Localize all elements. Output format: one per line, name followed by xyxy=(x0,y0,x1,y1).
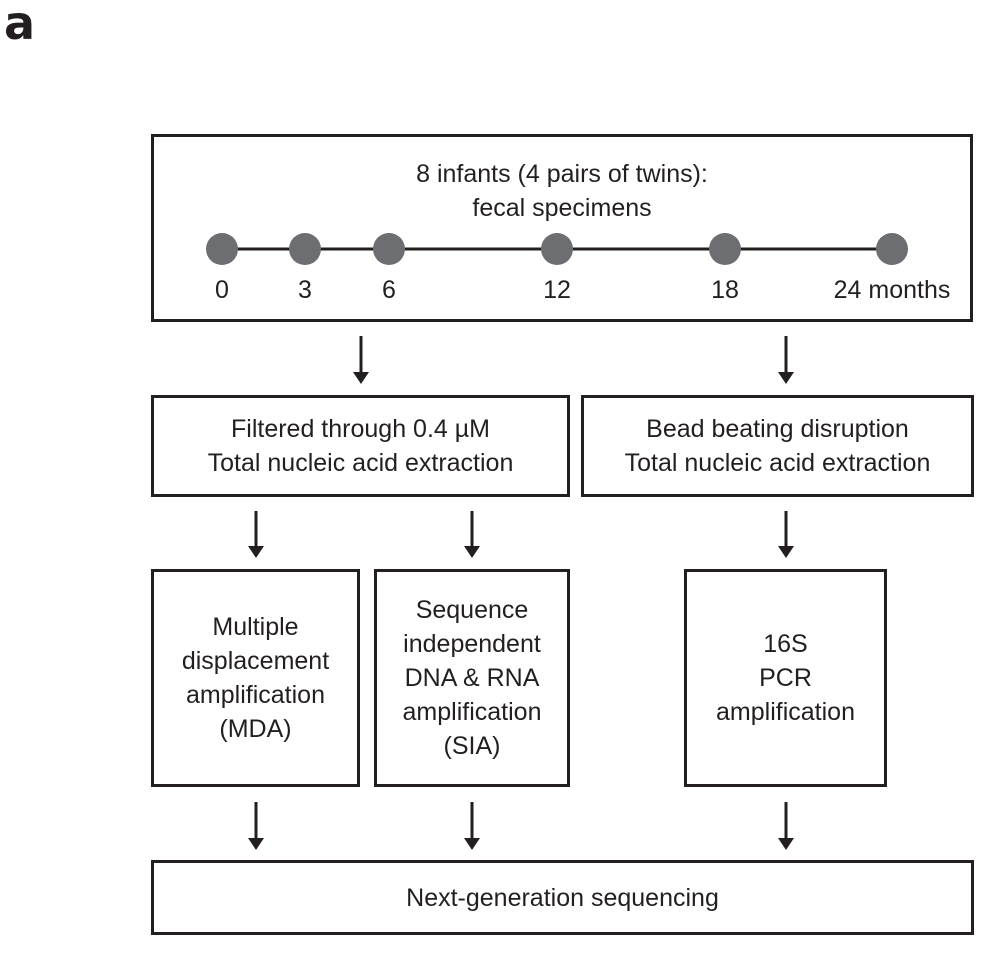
pcr-box: 16S PCR amplification xyxy=(684,569,887,787)
sia-line: DNA & RNA xyxy=(404,664,540,692)
mda-line: (MDA) xyxy=(219,715,292,743)
filter-extraction-line2: Total nucleic acid extraction xyxy=(207,449,514,477)
sia-line: (SIA) xyxy=(443,732,501,760)
bead-extraction-line2: Total nucleic acid extraction xyxy=(624,449,931,477)
down-arrow-icon xyxy=(464,511,480,558)
timeline-label-3: 3 xyxy=(298,276,312,304)
timeline-dot xyxy=(709,233,741,265)
timeline-label-0: 0 xyxy=(215,276,229,304)
timeline-dot xyxy=(206,233,238,265)
down-arrow-icon xyxy=(464,802,480,850)
panel-label: a xyxy=(4,0,36,50)
down-arrow-icon xyxy=(778,511,794,558)
timeline-label-24: 24 months xyxy=(833,276,951,304)
mda-line: amplification xyxy=(186,681,325,709)
bead-extraction-box: Bead beating disruption Total nucleic ac… xyxy=(581,395,974,497)
sequencing-label: Next-generation sequencing xyxy=(406,883,719,912)
down-arrow-icon xyxy=(353,336,369,384)
sia-line: amplification xyxy=(402,698,542,726)
filter-extraction-line1: Filtered through 0.4 µM xyxy=(231,415,490,443)
bead-extraction-line1: Bead beating disruption xyxy=(646,415,909,443)
down-arrow-icon xyxy=(248,511,264,558)
infants-box: 8 infants (4 pairs of twins): fecal spec… xyxy=(151,134,973,322)
infants-title-line1: 8 infants (4 pairs of twins): xyxy=(416,160,708,188)
mda-line: Multiple xyxy=(212,613,299,641)
down-arrow-icon xyxy=(778,336,794,384)
timeline-dot xyxy=(876,233,908,265)
filter-extraction-box: Filtered through 0.4 µM Total nucleic ac… xyxy=(151,395,570,497)
pcr-line: 16S xyxy=(763,630,808,658)
timeline-dot xyxy=(541,233,573,265)
mda-line: displacement xyxy=(181,647,330,675)
pcr-line: PCR xyxy=(759,664,812,692)
down-arrow-icon xyxy=(778,802,794,850)
sia-line: independent xyxy=(403,630,541,658)
infants-title-line2: fecal specimens xyxy=(472,194,652,222)
timeline-label-6: 6 xyxy=(382,276,396,304)
sia-line: Sequence xyxy=(415,596,529,624)
pcr-line: amplification xyxy=(716,698,855,726)
timeline-label-12: 12 xyxy=(543,276,571,304)
down-arrow-icon xyxy=(248,802,264,850)
sequencing-box: Next-generation sequencing xyxy=(151,860,974,935)
timeline-dot xyxy=(373,233,405,265)
timeline-label-18: 18 xyxy=(711,276,739,304)
timeline-dots xyxy=(206,233,908,265)
mda-box: Multiple displacement amplification (MDA… xyxy=(151,569,360,787)
flow-arrows xyxy=(248,336,794,850)
timeline-dot xyxy=(289,233,321,265)
sia-box: Sequence independent DNA & RNA amplifica… xyxy=(374,569,570,787)
